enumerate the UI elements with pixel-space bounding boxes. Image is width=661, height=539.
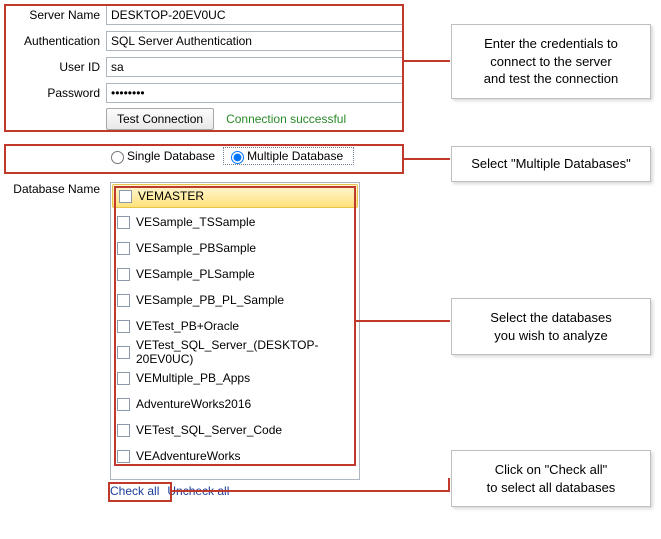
checkbox-icon[interactable] bbox=[117, 320, 130, 333]
list-item[interactable]: AdventureWorks2016 bbox=[111, 391, 359, 417]
checkbox-icon[interactable] bbox=[117, 346, 130, 359]
list-item-label: VETest_PB+Oracle bbox=[136, 319, 239, 333]
checkbox-icon[interactable] bbox=[117, 372, 130, 385]
callout-text: you wish to analyze bbox=[460, 327, 642, 345]
connection-form: Server Name Authentication User ID Passw… bbox=[4, 4, 404, 172]
multiple-db-radio-label: Multiple Database bbox=[247, 149, 343, 163]
callout-credentials: Enter the credentials to connect to the … bbox=[451, 24, 651, 99]
server-name-label: Server Name bbox=[4, 8, 106, 22]
list-item[interactable]: VEMASTER bbox=[112, 184, 358, 208]
connection-status: Connection successful bbox=[226, 112, 346, 126]
callout-text: Click on "Check all" bbox=[460, 461, 642, 479]
callout-text: and test the connection bbox=[460, 70, 642, 88]
connector-2 bbox=[404, 158, 450, 160]
callout-mode: Select "Multiple Databases" bbox=[451, 146, 651, 182]
list-item[interactable]: VETest_PB+Oracle bbox=[111, 313, 359, 339]
list-item-label: VESample_PB_PL_Sample bbox=[136, 293, 284, 307]
list-item-label: VESample_PBSample bbox=[136, 241, 256, 255]
list-actions: Check all Uncheck all bbox=[110, 484, 229, 498]
list-item-label: VESample_TSSample bbox=[136, 215, 255, 229]
connector-1 bbox=[404, 60, 450, 62]
list-item-label: VETest_SQL_Server_Code bbox=[136, 423, 282, 437]
user-label: User ID bbox=[4, 60, 106, 74]
list-item[interactable]: VEMultiple_PB_Apps bbox=[111, 365, 359, 391]
list-item-label: VETest_SQL_Server_(DESKTOP-20EV0UC) bbox=[136, 338, 353, 366]
uncheck-all-link[interactable]: Uncheck all bbox=[167, 484, 229, 498]
callout-text: Select "Multiple Databases" bbox=[458, 155, 644, 173]
password-input[interactable] bbox=[106, 83, 404, 103]
callout-check-all: Click on "Check all" to select all datab… bbox=[451, 450, 651, 507]
checkbox-icon[interactable] bbox=[117, 450, 130, 463]
single-db-radio[interactable]: Single Database bbox=[106, 148, 215, 164]
checkbox-icon[interactable] bbox=[117, 294, 130, 307]
list-item[interactable]: VESample_PBSample bbox=[111, 235, 359, 261]
list-item-label: VEMASTER bbox=[138, 189, 204, 203]
list-item[interactable]: VESample_PLSample bbox=[111, 261, 359, 287]
single-db-radio-input[interactable] bbox=[111, 151, 124, 164]
password-label: Password bbox=[4, 86, 106, 100]
user-input[interactable] bbox=[106, 57, 404, 77]
list-item[interactable]: VETest_SQL_Server_Code bbox=[111, 417, 359, 443]
connector-4b bbox=[448, 478, 450, 492]
check-all-link[interactable]: Check all bbox=[110, 484, 159, 498]
database-list[interactable]: VEMASTER VESample_TSSample VESample_PBSamp… bbox=[110, 182, 360, 480]
list-item-label: VEAdventureWorks bbox=[136, 449, 241, 463]
list-item-label: AdventureWorks2016 bbox=[136, 397, 251, 411]
connector-3 bbox=[356, 320, 450, 322]
callout-text: connect to the server bbox=[460, 53, 642, 71]
server-name-input[interactable] bbox=[106, 5, 404, 25]
checkbox-icon[interactable] bbox=[117, 242, 130, 255]
db-mode-radio-group: Single Database Multiple Database bbox=[4, 144, 404, 168]
list-item[interactable]: VETest_SQL_Server_(DESKTOP-20EV0UC) bbox=[111, 339, 359, 365]
checkbox-icon[interactable] bbox=[117, 268, 130, 281]
list-item[interactable]: VEAdventureWorks bbox=[111, 443, 359, 469]
single-db-radio-label: Single Database bbox=[127, 149, 215, 163]
callout-select-db: Select the databases you wish to analyze bbox=[451, 298, 651, 355]
callout-text: to select all databases bbox=[460, 479, 642, 497]
auth-input[interactable] bbox=[106, 31, 404, 51]
checkbox-icon[interactable] bbox=[117, 424, 130, 437]
database-name-label: Database Name bbox=[4, 182, 106, 196]
list-item[interactable]: VESample_TSSample bbox=[111, 209, 359, 235]
list-item-label: VESample_PLSample bbox=[136, 267, 255, 281]
checkbox-icon[interactable] bbox=[117, 398, 130, 411]
auth-label: Authentication bbox=[4, 34, 106, 48]
callout-text: Select the databases bbox=[460, 309, 642, 327]
list-item-label: VEMultiple_PB_Apps bbox=[136, 371, 250, 385]
callout-text: Enter the credentials to bbox=[460, 35, 642, 53]
checkbox-icon[interactable] bbox=[119, 190, 132, 203]
list-item[interactable]: VESample_PB_PL_Sample bbox=[111, 287, 359, 313]
multiple-db-radio[interactable]: Multiple Database bbox=[226, 148, 343, 164]
multiple-db-radio-input[interactable] bbox=[231, 151, 244, 164]
checkbox-icon[interactable] bbox=[117, 216, 130, 229]
test-connection-button[interactable]: Test Connection bbox=[106, 108, 214, 130]
